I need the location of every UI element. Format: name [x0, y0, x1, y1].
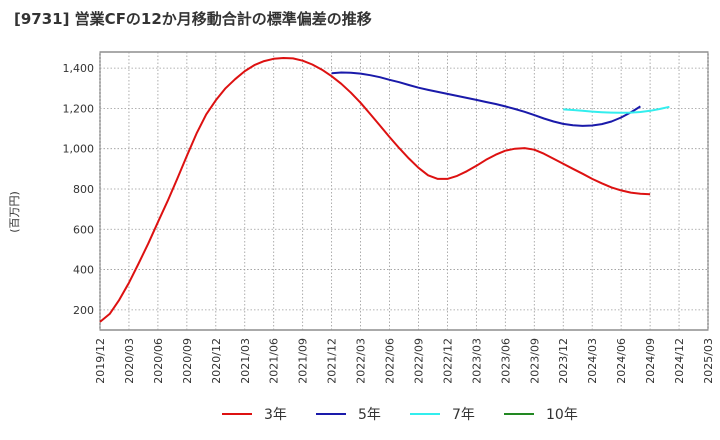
- x-tick-label: 2020/12: [210, 338, 223, 384]
- x-tick-label: 2022/03: [355, 338, 368, 384]
- x-tick-label: 2023/03: [470, 338, 483, 384]
- x-tick-label: 2024/03: [586, 338, 599, 384]
- legend-label: 10年: [546, 407, 578, 423]
- y-tick-label: 600: [73, 223, 94, 236]
- series-line: [563, 105, 670, 114]
- plot-area: [99, 51, 709, 331]
- y-tick-labels: 200 400 600 800 1,000 1,200 1,400: [63, 62, 95, 317]
- x-tick-label: 2020/06: [152, 338, 165, 384]
- legend-label: 7年: [452, 407, 475, 423]
- y-tick-label: 400: [73, 264, 94, 277]
- x-tick-label: 2024/09: [644, 338, 657, 384]
- x-tick-label: 2023/12: [557, 338, 570, 384]
- series-layer: [99, 57, 670, 323]
- x-tick-label: 2021/09: [297, 338, 310, 384]
- chart-title: [9731] 営業CFの12か月移動合計の標準偏差の推移: [14, 10, 372, 28]
- x-tick-labels: 2019/12 2020/03 2020/06 2020/09 2020/12 2021/…: [94, 338, 715, 384]
- legend-label: 3年: [264, 407, 287, 423]
- x-tick-label: 2025/03: [702, 338, 715, 384]
- x-tick-label: 2023/06: [499, 338, 512, 384]
- grid-layer: [99, 52, 709, 330]
- y-tick-label: 200: [73, 304, 94, 317]
- x-tick-label: 2019/12: [94, 338, 107, 384]
- series-line: [99, 57, 651, 323]
- y-tick-label: 1,200: [63, 102, 95, 115]
- y-tick-label: 1,400: [63, 62, 95, 75]
- legend: 3年 5年 7年 10年: [222, 407, 578, 423]
- x-tick-label: 2021/03: [239, 338, 252, 384]
- y-tick-label: 1,000: [63, 143, 95, 156]
- x-tick-label: 2020/03: [123, 338, 136, 384]
- x-tick-label: 2024/06: [615, 338, 628, 384]
- x-tick-label: 2022/06: [384, 338, 397, 384]
- y-tick-label: 800: [73, 183, 94, 196]
- x-tick-label: 2021/06: [268, 338, 281, 384]
- x-tick-label: 2022/12: [441, 338, 454, 384]
- legend-label: 5年: [358, 407, 381, 423]
- y-axis-label: (百万円): [8, 191, 21, 233]
- x-tick-label: 2023/09: [528, 338, 541, 384]
- x-tick-label: 2022/09: [412, 338, 425, 384]
- x-tick-label: 2020/09: [181, 338, 194, 384]
- x-tick-label: 2021/12: [326, 338, 339, 384]
- series-line: [331, 71, 641, 127]
- x-tick-label: 2024/12: [673, 338, 686, 384]
